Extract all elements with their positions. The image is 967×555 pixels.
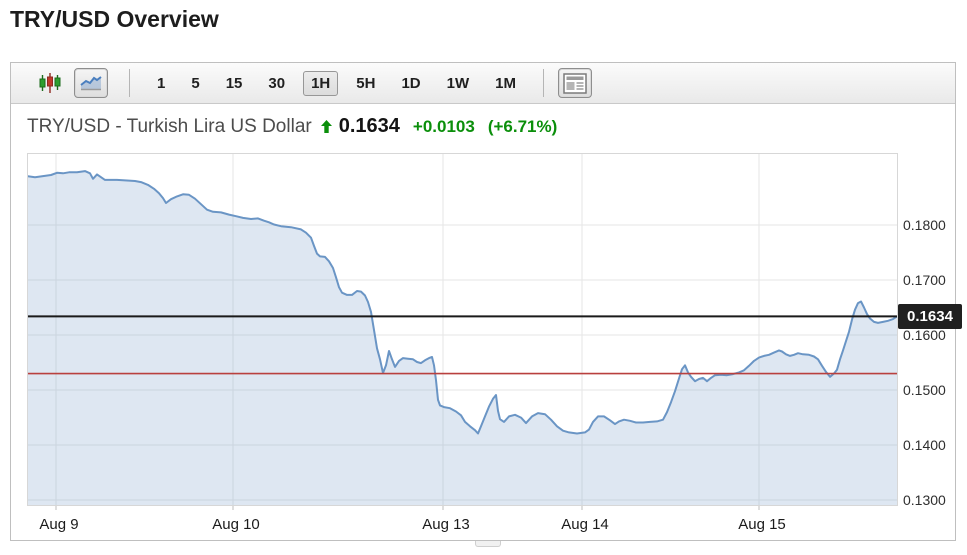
toolbar-separator: [129, 69, 130, 97]
up-arrow-icon: [320, 120, 332, 133]
x-axis-label: Aug 13: [422, 516, 470, 533]
y-axis-label: 0.1800: [903, 217, 946, 234]
price-line-series: [27, 170, 898, 435]
y-axis-label: 0.1500: [903, 382, 946, 399]
news-panel-button[interactable]: [557, 68, 592, 98]
chart-toolbar: 1 5 15 30 1H 5H 1D 1W 1M: [11, 63, 955, 104]
chart-header: TRY/USD - Turkish Lira US Dollar 0.1634 …: [27, 115, 557, 138]
timeframe-1m[interactable]: 1M: [487, 71, 524, 96]
y-axis-label: 0.1700: [903, 272, 946, 289]
toolbar-separator: [542, 69, 544, 97]
candlestick-chart-button[interactable]: [33, 68, 67, 98]
x-axis-label: Aug 10: [212, 516, 260, 533]
timeframe-30[interactable]: 30: [260, 71, 293, 96]
timeframe-15[interactable]: 15: [218, 71, 251, 96]
timeframe-5[interactable]: 5: [183, 71, 207, 96]
candlestick-icon: [39, 73, 61, 93]
price-area-fill: [27, 171, 897, 505]
price-change-percent: (+6.71%): [487, 116, 558, 136]
timeframe-1h[interactable]: 1H: [303, 70, 339, 96]
page-title: TRY/USD Overview: [10, 6, 219, 32]
line-chart-icon: [80, 76, 102, 91]
last-price-badge: 0.1634: [898, 304, 962, 330]
instrument-name: TRY/USD - Turkish Lira US Dollar: [27, 115, 312, 137]
y-axis-label: 0.1400: [903, 437, 946, 454]
x-axis-label: Aug 14: [561, 516, 609, 533]
timeframe-1[interactable]: 1: [149, 71, 173, 96]
timeframe-buttons: 1 5 15 30 1H 5H 1D 1W 1M: [144, 70, 529, 96]
plot-border: [27, 153, 898, 506]
timeframe-1w[interactable]: 1W: [439, 71, 478, 96]
timeframe-5h[interactable]: 5H: [348, 71, 383, 96]
x-axis-label: Aug 9: [39, 516, 79, 533]
price-change: +0.0103: [412, 116, 475, 136]
last-price: 0.1634: [338, 115, 400, 137]
resize-grip[interactable]: [475, 541, 501, 547]
x-axis-label: Aug 15: [738, 516, 786, 533]
timeframe-1d[interactable]: 1D: [393, 71, 428, 96]
y-axis-label: 0.1600: [903, 327, 946, 344]
chart-widget: 1 5 15 30 1H 5H 1D 1W 1M TRY/USD - Turkish Lira …: [10, 62, 962, 541]
line-chart-button[interactable]: [74, 68, 108, 98]
price-chart-plot[interactable]: [27, 153, 898, 512]
y-axis-label: 0.1300: [903, 492, 946, 509]
newspaper-icon: [563, 72, 587, 94]
